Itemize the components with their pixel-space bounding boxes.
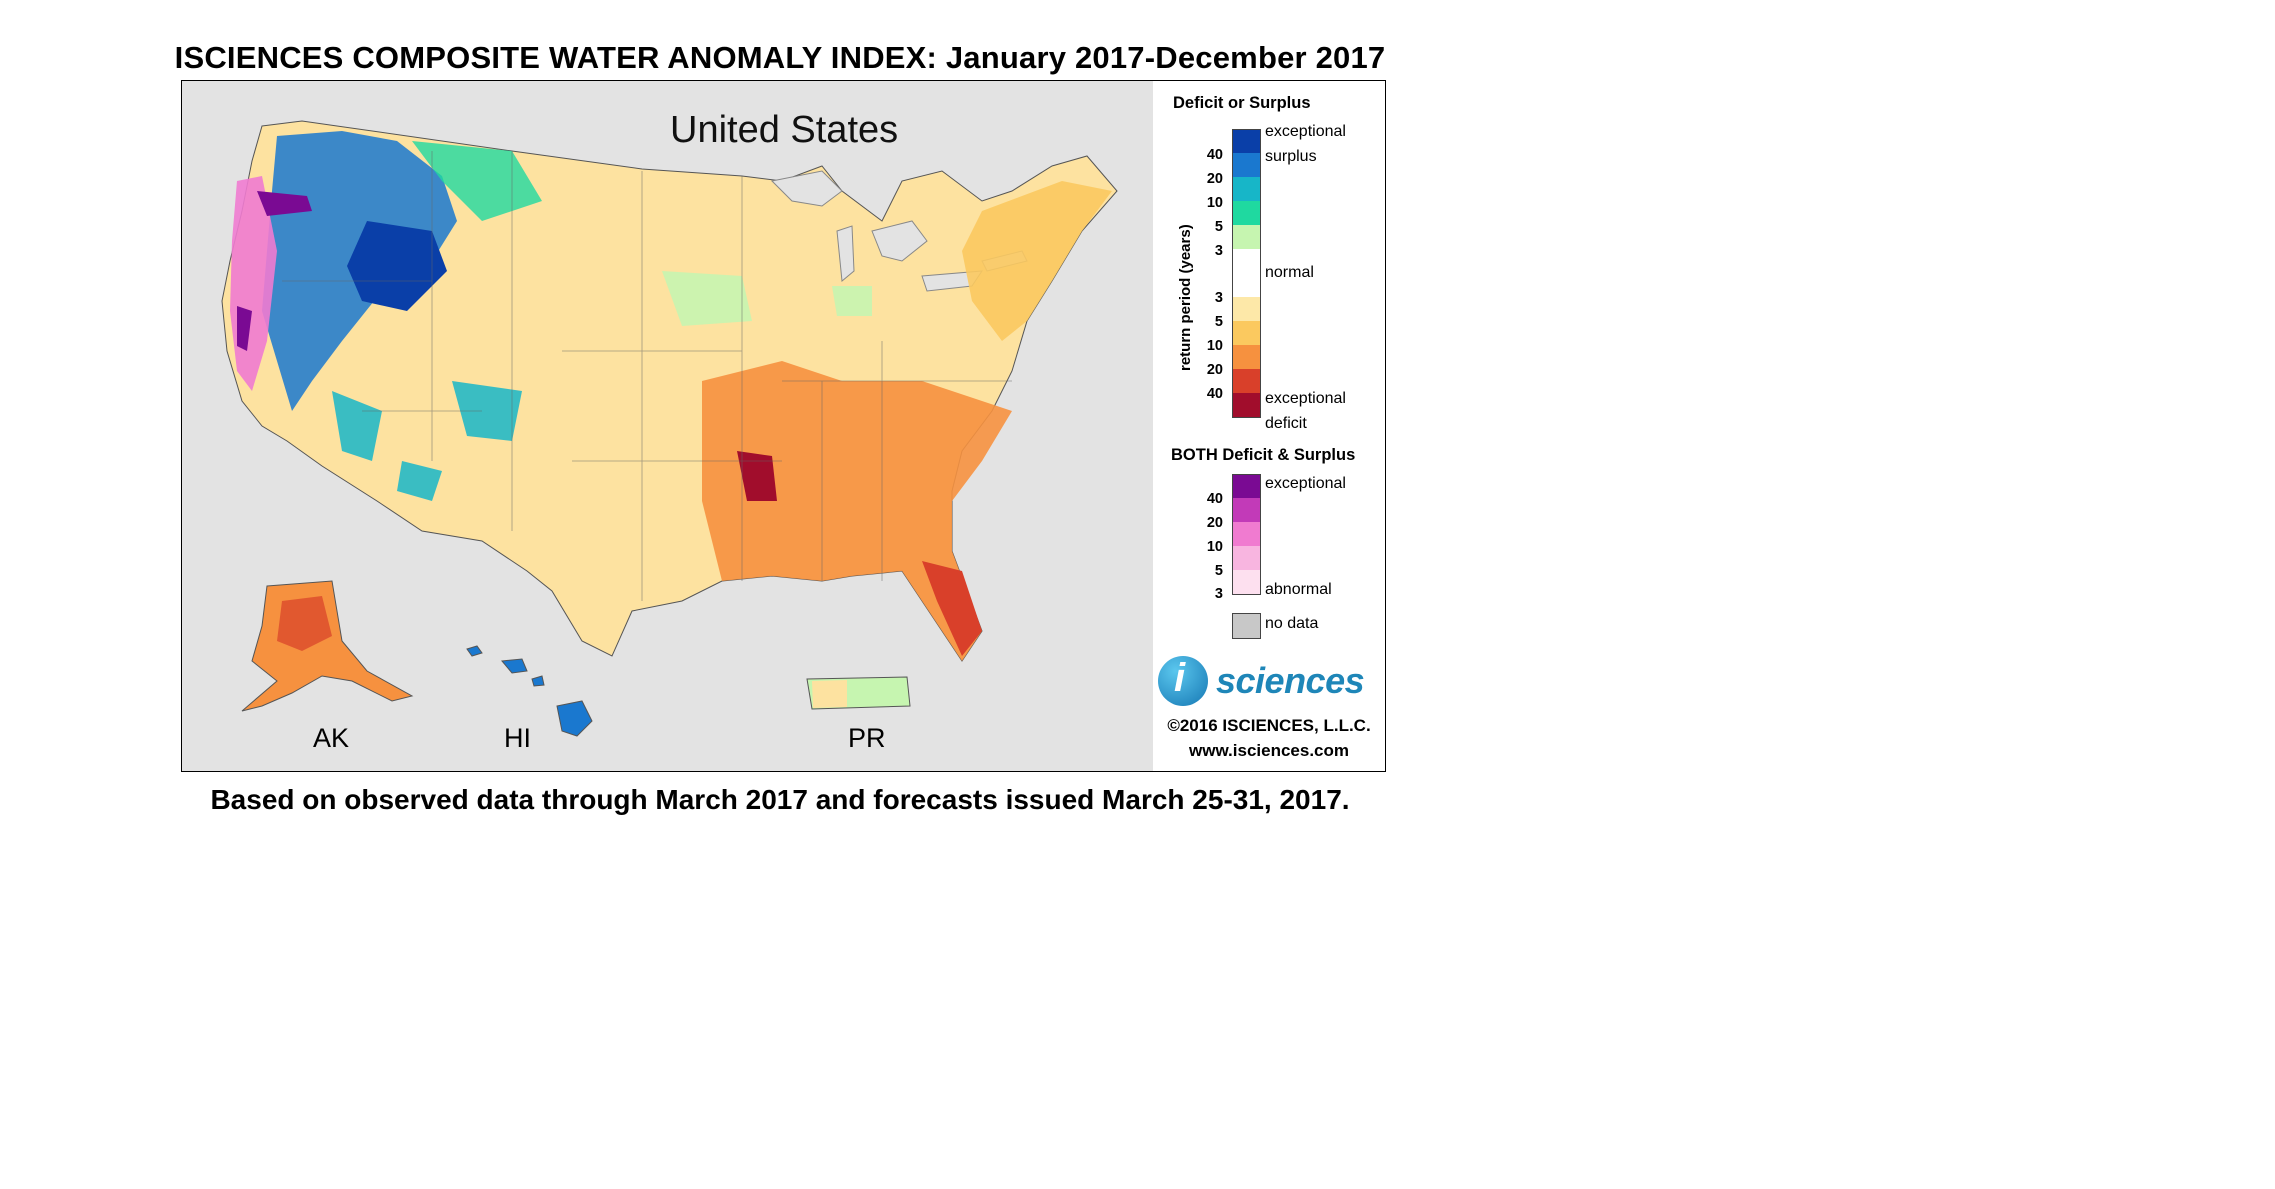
tick-both-3: 3 [1214,586,1223,602]
tick-surplus-10: 10 [1206,195,1223,211]
swatch-deficit-40 [1232,393,1261,418]
swatch-surplus-5 [1232,201,1261,225]
swatch-both-20 [1232,498,1261,522]
tick-both-20: 20 [1206,515,1223,531]
tick-surplus-5: 5 [1214,219,1223,235]
inset-label-pr: PR [848,723,886,753]
label-no-data: no data [1265,615,1319,632]
swatch-deficit-3 [1232,297,1261,321]
map-title: ISCIENCES COMPOSITE WATER ANOMALY INDEX:… [174,40,1386,75]
swatch-both-5 [1232,546,1261,570]
map-panel: United States AK HI PR [182,81,1153,771]
tick-deficit-5: 5 [1214,314,1223,330]
great-lakes [770,170,1028,292]
west-coast-exceptional [237,191,312,351]
tick-both-40: 40 [1206,491,1223,507]
swatch-deficit-5 [1232,321,1261,345]
tick-both-5: 5 [1214,563,1223,579]
swatch-deficit-20 [1232,369,1261,393]
tick-deficit-10: 10 [1206,338,1223,354]
legend-axis-label: return period (years) [1177,224,1194,371]
footer-note: Based on observed data through March 201… [210,784,1350,815]
swatch-deficit-10 [1232,345,1261,369]
label-both-abnormal: abnormal [1265,581,1332,598]
florida-severe [922,561,982,656]
ne-deficit [962,181,1112,341]
swatch-normal [1232,249,1261,297]
label-normal: normal [1265,264,1314,281]
legend-heading-deficit-surplus: Deficit or Surplus [1173,94,1311,112]
tick-surplus-3: 3 [1214,243,1223,259]
logo-i: i [1174,656,1186,700]
swatch-both-40 [1232,474,1261,499]
website: www.isciences.com [1189,741,1349,760]
arkansas-exceptional [737,451,777,501]
hawaii-shape [466,645,593,737]
idaho-exceptional [347,221,447,311]
puerto-rico-west [812,680,847,708]
swatch-both-10 [1232,522,1261,546]
swatch-no-data [1232,613,1261,639]
swatch-surplus-3 [1232,225,1261,249]
swatch-both-3 [1232,570,1261,595]
us-map [221,120,1118,737]
logo-text: sciences [1216,660,1365,701]
tick-deficit-3: 3 [1214,290,1223,306]
copyright: ©2016 ISCIENCES, L.L.C. [1167,716,1371,735]
label-both-exceptional: exceptional [1265,475,1346,492]
midwest-surplus-patch [662,271,872,326]
state-lines [282,151,1012,601]
inset-label-ak: AK [313,723,350,753]
tick-surplus-40: 40 [1206,147,1223,163]
alaska-shape [241,580,414,712]
tick-both-10: 10 [1206,539,1223,555]
inset-label-hi: HI [504,723,531,753]
alaska-detail [277,596,332,651]
nw-cyan [412,141,542,221]
swatch-surplus-20 [1232,153,1261,177]
tick-deficit-20: 20 [1206,362,1223,378]
isciences-logo-icon [1158,656,1208,706]
region-title: United States [670,109,899,151]
tick-deficit-40: 40 [1206,386,1223,402]
label-exceptional-surplus: exceptional surplus [1265,123,1346,165]
tick-surplus-20: 20 [1206,171,1223,187]
legend-heading-both: BOTH Deficit & Surplus [1171,446,1356,464]
label-exceptional-deficit: exceptional deficit [1265,390,1346,432]
legend-panel: Deficit or Surplus 40 20 10 5 3 3 5 10 2… [1153,81,1385,771]
swatch-surplus-10 [1232,177,1261,201]
swatch-surplus-40 [1232,129,1261,153]
